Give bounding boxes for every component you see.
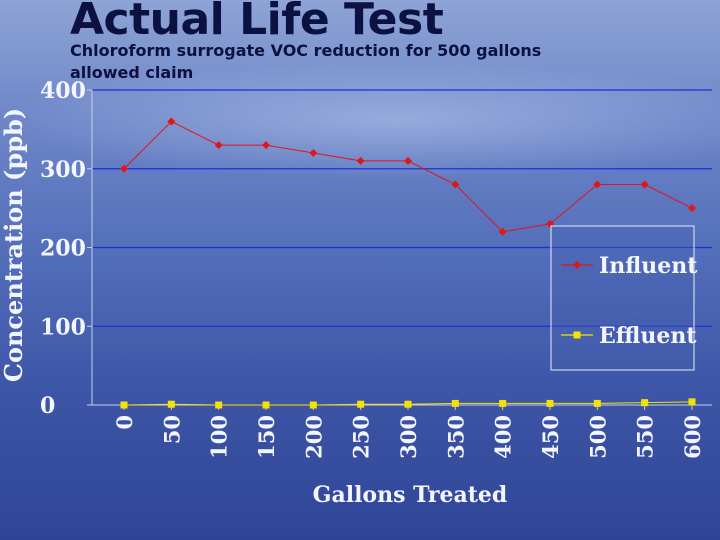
influent-point bbox=[640, 180, 649, 189]
effluent-point bbox=[546, 399, 554, 407]
x-tick-label: 550 bbox=[633, 415, 658, 459]
x-tick-label: 450 bbox=[538, 415, 563, 459]
influent-point bbox=[404, 156, 412, 165]
x-tick-label: 400 bbox=[491, 415, 516, 459]
y-tick-label: 300 bbox=[40, 157, 86, 183]
effluent-point bbox=[404, 400, 412, 408]
influent-point bbox=[214, 141, 223, 150]
y-tick-label: 0 bbox=[40, 393, 55, 419]
effluent-point bbox=[499, 399, 507, 407]
y-tick-label: 400 bbox=[40, 78, 86, 104]
x-tick-label: 350 bbox=[443, 415, 468, 459]
effluent-point bbox=[593, 399, 601, 407]
effluent-point bbox=[451, 399, 459, 407]
x-tick-label: 200 bbox=[301, 415, 326, 459]
x-tick-label: 100 bbox=[207, 415, 232, 459]
effluent-point bbox=[357, 400, 365, 408]
y-tick-label: 100 bbox=[40, 314, 86, 340]
series-influent bbox=[120, 117, 696, 236]
gridlines bbox=[92, 89, 712, 327]
effluent-point bbox=[120, 401, 128, 409]
effluent-point bbox=[167, 400, 175, 408]
influent-point bbox=[309, 149, 318, 157]
influent-point bbox=[356, 156, 365, 165]
y-axis-ticks: 0 100 200 300 400 bbox=[40, 78, 92, 419]
x-tick-label: 0 bbox=[112, 415, 137, 430]
influent-point bbox=[593, 180, 602, 189]
influent-point bbox=[688, 204, 696, 213]
influent-point bbox=[167, 117, 176, 126]
legend-label-influent: Influent bbox=[599, 253, 698, 279]
influent-point bbox=[498, 227, 507, 236]
y-tick-label: 200 bbox=[40, 236, 86, 262]
series-effluent bbox=[120, 398, 696, 409]
influent-line bbox=[123, 120, 693, 233]
legend-label-effluent: Effluent bbox=[599, 323, 697, 349]
x-tick-label: 500 bbox=[585, 415, 610, 459]
x-axis-label: Gallons Treated bbox=[313, 482, 508, 508]
effluent-point bbox=[688, 398, 696, 406]
effluent-point bbox=[309, 401, 317, 409]
legend-box bbox=[550, 225, 695, 371]
slide-title: Actual Life Test bbox=[70, 0, 444, 45]
influent-point bbox=[262, 141, 270, 150]
effluent-point bbox=[215, 401, 223, 409]
x-tick-label: 150 bbox=[254, 415, 279, 459]
influent-point bbox=[451, 180, 460, 189]
series-layer bbox=[120, 117, 696, 409]
effluent-point bbox=[262, 401, 270, 409]
effluent-point bbox=[641, 399, 649, 407]
y-axis-label: Concentration (ppb) bbox=[0, 108, 28, 382]
legend-swatch-marker bbox=[573, 261, 581, 269]
x-tick-label: 50 bbox=[159, 415, 184, 444]
legend-swatch-marker bbox=[573, 331, 581, 339]
x-axis-ticks: 0 50 100 150 200 250 300 350 400 450 500 550 600 bbox=[112, 405, 705, 459]
influent-point bbox=[120, 164, 128, 173]
slide-subtitle: Chloroform surrogate VOC reduction for 5… bbox=[70, 41, 542, 82]
x-tick-label: 250 bbox=[349, 415, 374, 459]
x-tick-label: 300 bbox=[396, 415, 421, 459]
legend: Influent Effluent bbox=[550, 225, 698, 371]
x-tick-label: 600 bbox=[680, 415, 705, 459]
